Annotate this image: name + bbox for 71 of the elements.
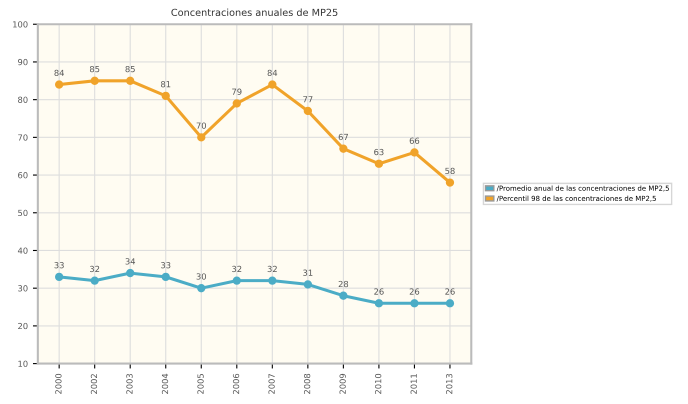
point [374,299,384,308]
data-label: 33 [54,262,64,268]
data-label: 84 [268,70,278,76]
data-label: 85 [125,66,135,72]
y-tick-label: 90 [18,58,28,66]
data-label: 26 [374,288,384,295]
point [339,144,348,153]
data-label: 26 [410,288,420,295]
point [126,76,134,85]
x-tick-label: 2002 [90,374,98,394]
point [268,80,276,89]
point [90,76,99,85]
point [410,299,419,308]
point [446,299,454,308]
chart-title: Concentraciones anuales de MP25 [171,8,338,16]
point [268,276,276,285]
x-tick-label: 2003 [126,374,133,394]
data-label: 33 [161,262,170,268]
y-tick-label: 70 [18,134,28,141]
x-tick-label: 2011 [410,374,417,394]
point [197,284,206,292]
data-label: 30 [196,273,206,280]
data-label: 85 [90,66,100,72]
point [304,106,312,116]
y-tick-label: 100 [13,21,28,28]
point [232,99,241,108]
point [232,276,241,285]
data-label: 67 [338,134,348,140]
x-tick-label: 2004 [162,374,168,394]
data-label: 26 [445,288,455,295]
y-tick-label: 40 [18,247,28,254]
x-tick-label: 2013 [446,374,452,394]
x-tick-label: 2005 [197,374,204,394]
data-label: 81 [161,81,170,88]
point [54,272,64,282]
y-tick-label: 10 [18,360,28,367]
point [339,292,348,300]
point [410,148,419,157]
data-label: 77 [303,96,312,102]
point [197,133,206,142]
data-label: 32 [232,266,242,272]
point [446,178,454,187]
data-label: 66 [410,138,420,144]
y-tick-label: 20 [18,322,28,330]
x-tick-label: 2010 [375,374,382,394]
data-label: 63 [374,148,384,156]
data-label: 70 [196,122,206,129]
point [374,160,384,168]
x-tick-label: 2000 [55,374,62,394]
x-tick-label: 2008 [304,374,310,394]
data-label: 31 [303,270,312,276]
y-tick-label: 30 [18,285,28,292]
data-label: 79 [232,88,242,95]
y-tick-label: 50 [18,210,28,216]
data-label: 28 [338,280,348,288]
y-tick-label: 60 [18,172,28,178]
data-label: 84 [54,70,64,76]
data-label: 32 [90,266,100,272]
data-label: 34 [126,258,136,265]
point [126,268,134,278]
point [54,80,64,89]
x-tick-label: 2009 [339,374,346,394]
point [162,92,170,100]
point [304,280,312,289]
x-tick-label: 2006 [232,374,240,394]
x-tick-label: 2007 [268,374,275,394]
data-label: 32 [268,266,277,272]
point [162,272,170,282]
point [90,276,99,285]
data-label: 58 [445,168,455,174]
y-tick-label: 80 [18,96,28,103]
